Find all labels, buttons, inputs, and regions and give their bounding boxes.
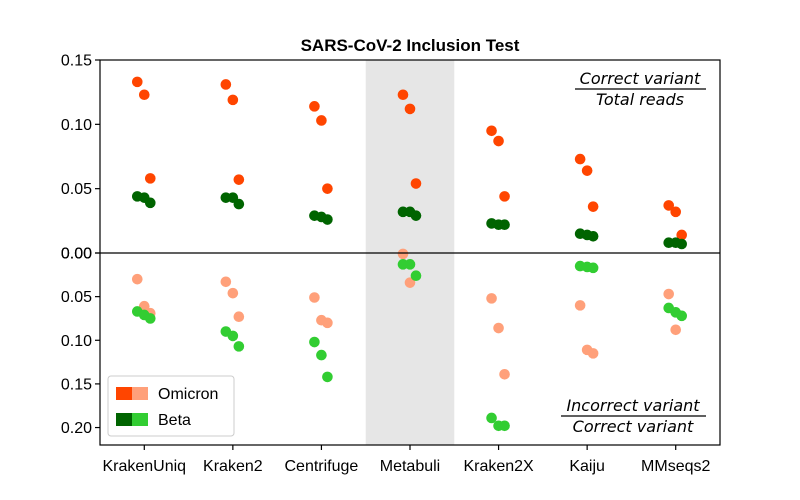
top-point-omicron-kraken2x: [486, 125, 497, 137]
legend-entry-omicron: Omicron: [116, 386, 218, 403]
xtick-label-kraken2x: Kraken2X: [463, 458, 534, 475]
top-annotation: Correct variant Total reads: [575, 69, 706, 109]
top-point-omicron-krakenuniq: [131, 76, 143, 88]
top-ytick-label: 0.00: [61, 246, 92, 263]
bottom-point-omicron-kraken2: [233, 311, 245, 323]
top-point-omicron-centrifuge: [322, 183, 333, 194]
bottom-point-beta-centrifuge: [316, 349, 327, 361]
xtick-label-metabuli: Metabuli: [380, 458, 440, 475]
top-point-omicron-metabuli: [397, 89, 409, 101]
bottom-point-beta-metabuli: [404, 259, 416, 270]
bottom-point-omicron-kaiju: [574, 300, 586, 311]
bottom-ytick-label: 0.05: [61, 289, 92, 306]
bottom-point-omicron-kraken2: [220, 276, 232, 288]
top-point-omicron-kaiju: [581, 165, 593, 176]
legend-swatch-omicron-light: [132, 387, 148, 400]
legend-swatch-beta-dark: [116, 413, 132, 426]
chart-title: SARS-CoV-2 Inclusion Test: [301, 36, 520, 55]
top-point-beta-mmseqs2: [676, 238, 688, 250]
top-point-beta-centrifuge: [322, 214, 333, 225]
top-point-omicron-metabuli: [410, 178, 422, 189]
bottom-point-omicron-krakenuniq: [131, 273, 143, 285]
bottom-point-omicron-mmseqs2: [670, 324, 682, 336]
xtick-label-krakenuniq: KrakenUniq: [102, 458, 186, 475]
top-point-beta-kraken2: [233, 198, 245, 210]
bottom-ytick-label: 0.10: [61, 333, 92, 350]
bottom-point-beta-krakenuniq: [144, 313, 156, 324]
legend: Omicron Beta: [107, 375, 235, 437]
bottom-point-omicron-kaiju: [587, 348, 599, 359]
top-annotation-denominator: Total reads: [596, 90, 684, 109]
xtick-label-kaiju: Kaiju: [569, 458, 605, 475]
bottom-point-beta-kraken2: [227, 330, 239, 342]
bottom-point-omicron-kraken2x: [499, 369, 510, 380]
top-point-beta-krakenuniq: [144, 197, 156, 209]
top-point-beta-kraken2x: [499, 219, 510, 230]
top-point-beta-kaiju: [587, 230, 599, 242]
top-point-beta-metabuli: [410, 210, 422, 221]
bottom-point-beta-centrifuge: [309, 336, 320, 348]
top-point-omicron-krakenuniq: [144, 173, 156, 184]
xtick-label-mmseqs2: MMseqs2: [641, 458, 710, 475]
bottom-point-omicron-mmseqs2: [663, 288, 675, 300]
bottom-point-beta-kraken2x: [499, 420, 510, 432]
bottom-point-omicron-metabuli: [404, 277, 416, 288]
chart-marks: [131, 76, 688, 432]
top-point-omicron-kaiju: [574, 153, 586, 165]
top-point-omicron-mmseqs2: [670, 206, 682, 218]
top-annotation-numerator: Correct variant: [580, 69, 701, 88]
legend-label-omicron: Omicron: [158, 386, 218, 403]
top-point-omicron-kraken2: [220, 79, 232, 90]
bottom-point-omicron-kraken2x: [486, 293, 497, 304]
top-point-omicron-mmseqs2: [663, 200, 675, 211]
xtick-label-centrifuge: Centrifuge: [285, 458, 359, 475]
bottom-point-beta-kaiju: [587, 262, 599, 274]
top-point-omicron-kaiju: [587, 201, 599, 212]
top-point-omicron-centrifuge: [309, 101, 320, 112]
bottom-point-omicron-centrifuge: [309, 292, 320, 303]
top-point-omicron-krakenuniq: [138, 89, 150, 101]
top-point-omicron-centrifuge: [316, 115, 327, 126]
legend-entry-beta: Beta: [116, 412, 191, 429]
top-point-omicron-metabuli: [404, 103, 416, 115]
bottom-point-beta-centrifuge: [322, 371, 333, 383]
bottom-point-omicron-kraken2: [227, 287, 239, 299]
legend-label-beta: Beta: [158, 412, 191, 429]
chart-axes: 0.000.050.100.150.000.050.100.150.20Krak…: [61, 53, 721, 475]
xtick-label-kraken2: Kraken2: [203, 458, 263, 475]
bottom-ytick-label: 0.00: [61, 246, 92, 263]
bottom-ytick-label: 0.15: [61, 376, 92, 393]
bottom-point-omicron-metabuli: [397, 248, 409, 260]
bottom-point-beta-kraken2x: [486, 412, 497, 424]
top-point-omicron-kraken2: [227, 94, 239, 106]
legend-swatch-omicron-dark: [116, 387, 132, 400]
top-point-omicron-mmseqs2: [676, 229, 688, 241]
bottom-annotation-denominator: Correct variant: [573, 417, 694, 436]
bottom-annotation: Incorrect variant Correct variant: [561, 396, 706, 436]
bottom-point-beta-mmseqs2: [676, 310, 688, 322]
top-point-omicron-kraken2x: [499, 191, 510, 202]
bottom-point-beta-kraken2: [233, 341, 245, 352]
top-ytick-label: 0.10: [61, 117, 92, 134]
top-ytick-label: 0.15: [61, 53, 92, 70]
legend-swatch-beta-light: [132, 413, 148, 426]
bottom-point-beta-metabuli: [410, 270, 422, 281]
bottom-ytick-label: 0.20: [61, 420, 92, 437]
bottom-point-omicron-centrifuge: [322, 317, 333, 329]
top-point-omicron-kraken2x: [493, 135, 504, 147]
bottom-point-omicron-kraken2x: [493, 322, 504, 334]
bottom-annotation-numerator: Incorrect variant: [566, 396, 700, 415]
top-ytick-label: 0.05: [61, 181, 92, 198]
top-point-omicron-kraken2: [233, 174, 245, 185]
